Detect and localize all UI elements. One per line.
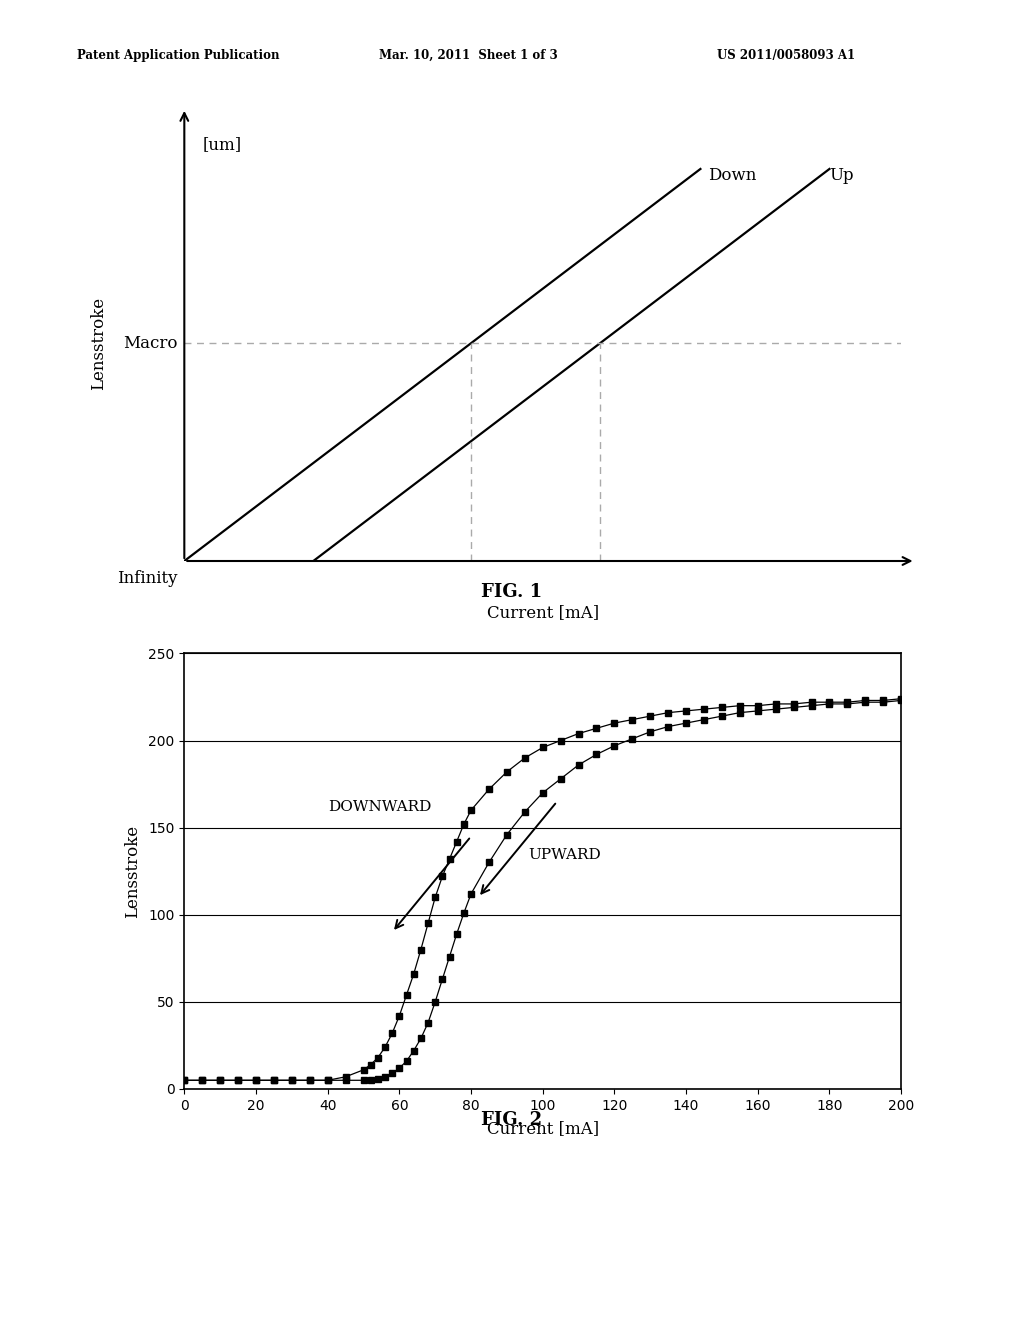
Text: Macro: Macro bbox=[123, 335, 177, 351]
Text: FIG. 2: FIG. 2 bbox=[481, 1111, 543, 1130]
Text: [um]: [um] bbox=[202, 136, 242, 153]
Text: Mar. 10, 2011  Sheet 1 of 3: Mar. 10, 2011 Sheet 1 of 3 bbox=[379, 49, 558, 62]
Text: US 2011/0058093 A1: US 2011/0058093 A1 bbox=[717, 49, 855, 62]
Text: DOWNWARD: DOWNWARD bbox=[328, 800, 431, 813]
Text: Infinity: Infinity bbox=[117, 570, 177, 586]
Y-axis label: Lensstroke: Lensstroke bbox=[124, 825, 141, 917]
Text: Patent Application Publication: Patent Application Publication bbox=[77, 49, 280, 62]
Text: Lensstroke: Lensstroke bbox=[90, 297, 106, 389]
Text: FIG. 1: FIG. 1 bbox=[481, 583, 543, 602]
X-axis label: Current [mA]: Current [mA] bbox=[486, 1119, 599, 1137]
Text: Down: Down bbox=[708, 168, 756, 185]
Text: Up: Up bbox=[829, 168, 854, 185]
Text: UPWARD: UPWARD bbox=[528, 849, 601, 862]
Text: Current [mA]: Current [mA] bbox=[486, 605, 599, 622]
